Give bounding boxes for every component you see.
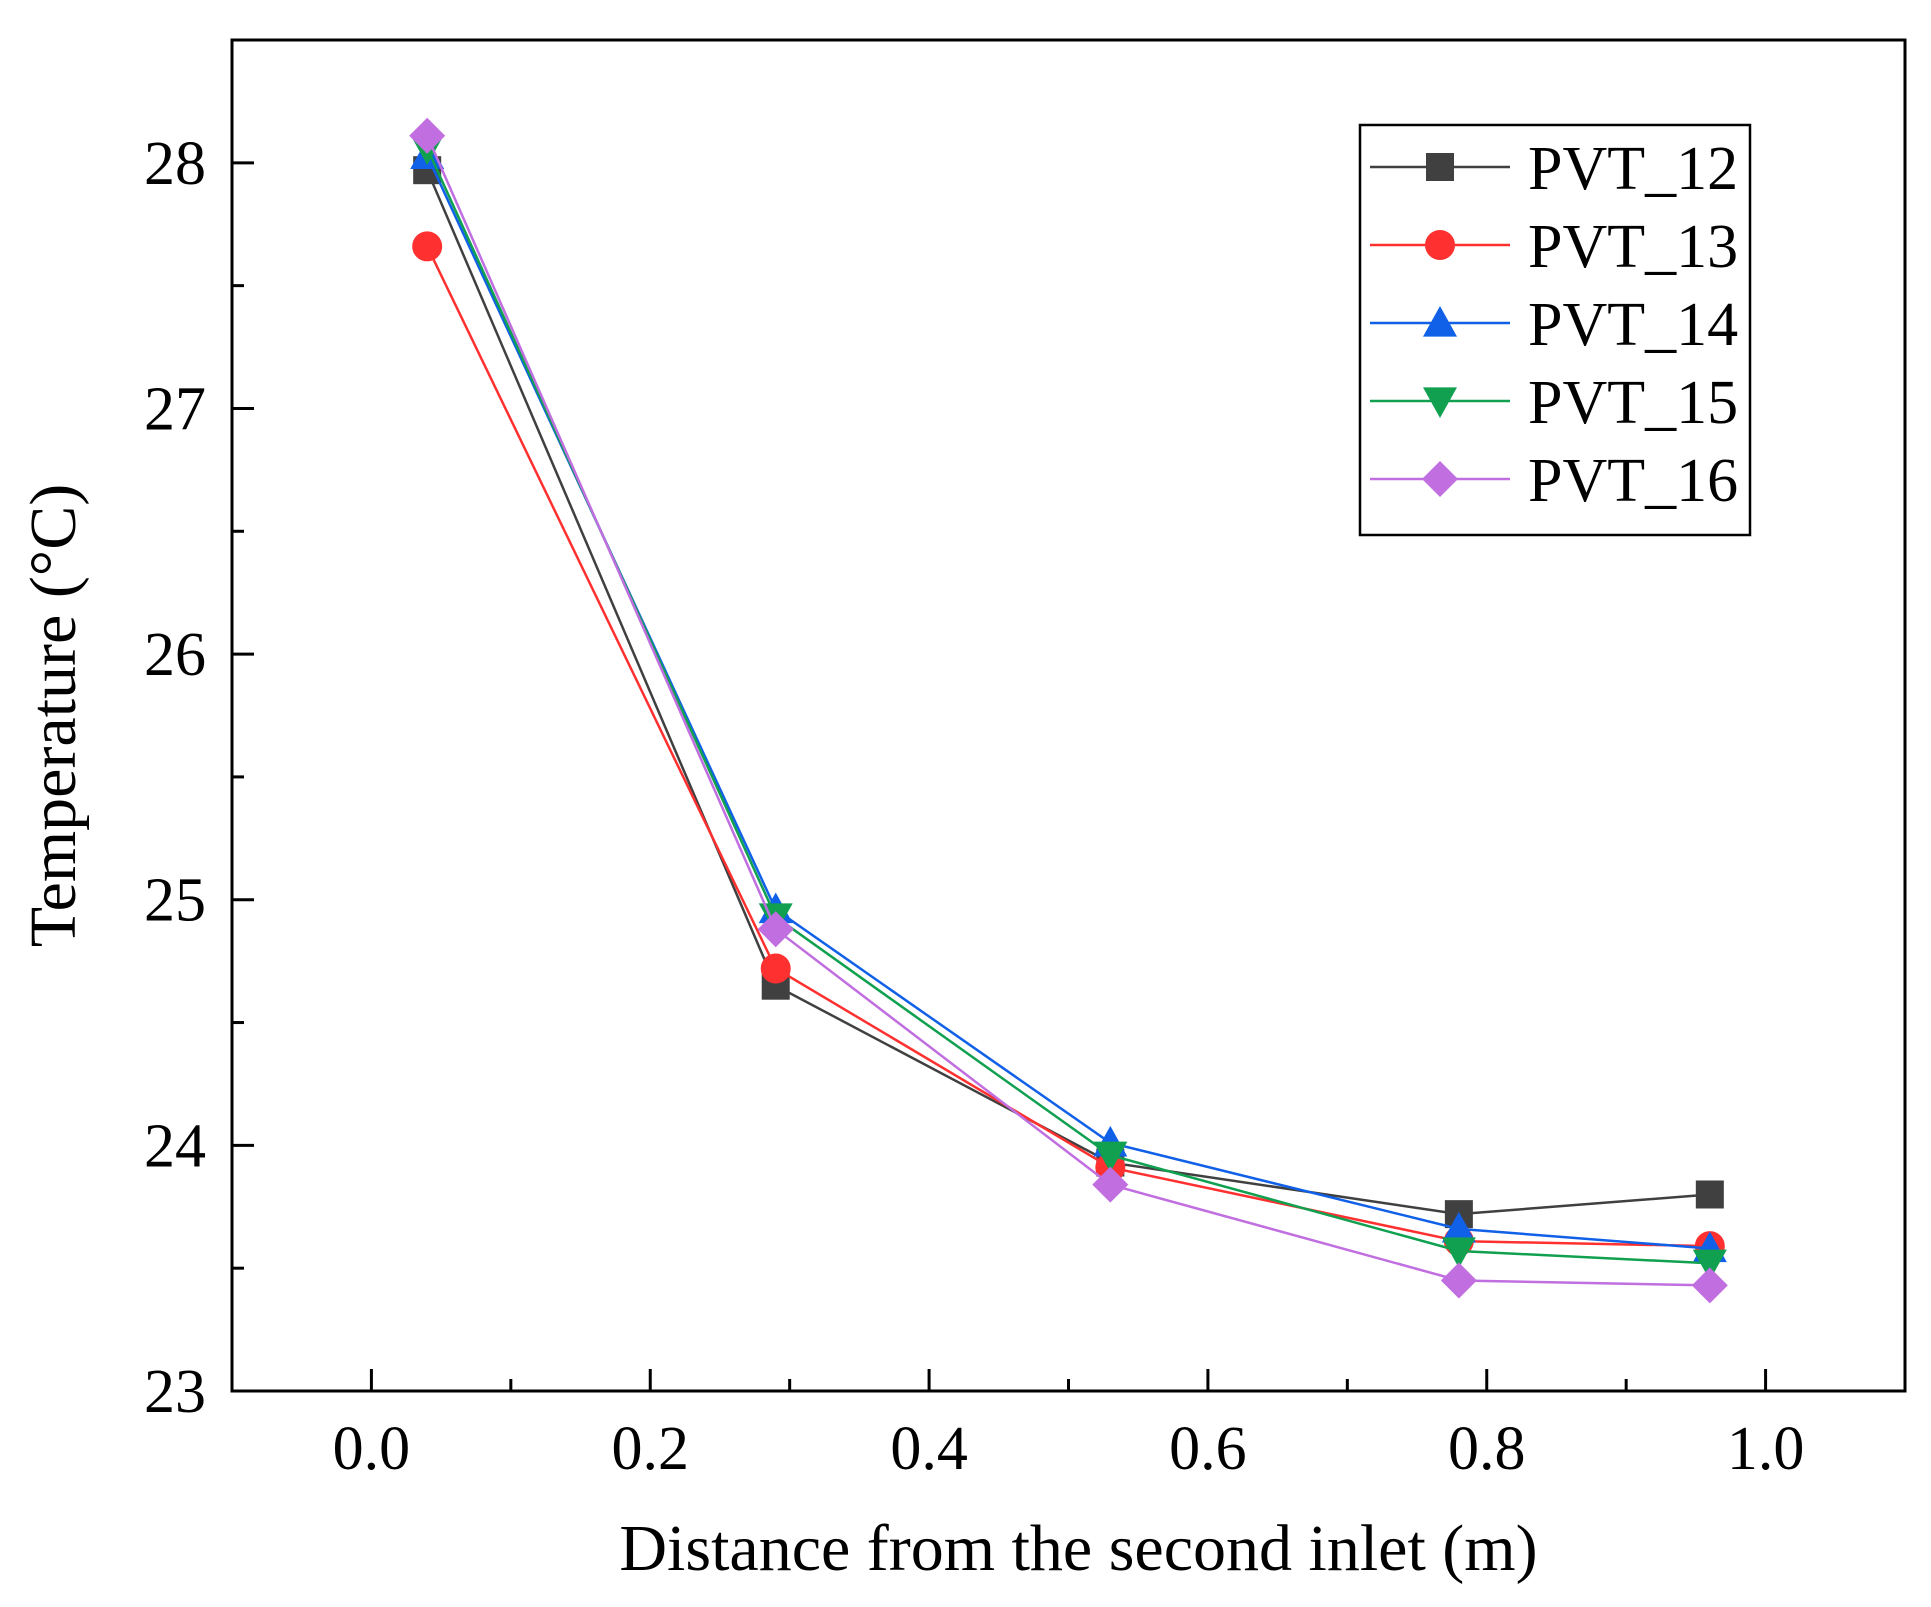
- y-tick-label: 26: [144, 621, 206, 689]
- legend-marker: [1422, 461, 1458, 497]
- x-axis-title: Distance from the second inlet (m): [619, 1512, 1537, 1585]
- x-tick-label: 1.0: [1727, 1415, 1805, 1483]
- legend-label: PVT_16: [1528, 447, 1738, 515]
- data-point: [1691, 1267, 1728, 1304]
- x-tick-label: 0.4: [890, 1415, 968, 1483]
- y-tick-label: 27: [144, 375, 206, 443]
- legend-label: PVT_14: [1528, 291, 1738, 359]
- data-point: [1440, 1262, 1477, 1299]
- legend-marker: [1425, 230, 1455, 260]
- y-tick-label: 24: [144, 1112, 206, 1180]
- x-tick-label: 0.0: [333, 1415, 411, 1483]
- data-point: [1695, 1180, 1724, 1209]
- data-point: [757, 911, 794, 948]
- legend-entry: PVT_12: [1370, 135, 1738, 203]
- y-axis-title: Temperature (°C): [17, 484, 90, 947]
- data-point: [1092, 1166, 1129, 1203]
- legend-entry: PVT_13: [1370, 213, 1738, 281]
- data-point: [412, 231, 443, 262]
- legend-marker: [1426, 153, 1454, 181]
- legend-marker: [1423, 306, 1457, 337]
- legend-label: PVT_12: [1528, 135, 1738, 203]
- x-tick-label: 0.8: [1448, 1415, 1526, 1483]
- legend-entry: PVT_14: [1370, 291, 1738, 359]
- data-point: [760, 953, 791, 984]
- data-point: [1441, 1211, 1476, 1243]
- series-PVT_16: [409, 117, 1728, 1304]
- x-tick-label: 0.2: [612, 1415, 690, 1483]
- data-point: [1093, 1141, 1128, 1173]
- data-point: [409, 117, 446, 154]
- data-point: [1441, 1237, 1476, 1268]
- legend-entry: PVT_16: [1370, 447, 1738, 515]
- y-tick-label: 23: [144, 1358, 206, 1426]
- y-tick-label: 25: [144, 867, 206, 935]
- legend-marker: [1423, 387, 1457, 418]
- legend-label: PVT_15: [1528, 369, 1738, 437]
- x-tick-label: 0.6: [1169, 1415, 1247, 1483]
- legend-label: PVT_13: [1528, 213, 1738, 281]
- legend-entry: PVT_15: [1370, 369, 1738, 437]
- legend-box: [1358, 123, 1752, 537]
- data-point: [1692, 1249, 1727, 1281]
- y-tick-label: 28: [144, 130, 206, 198]
